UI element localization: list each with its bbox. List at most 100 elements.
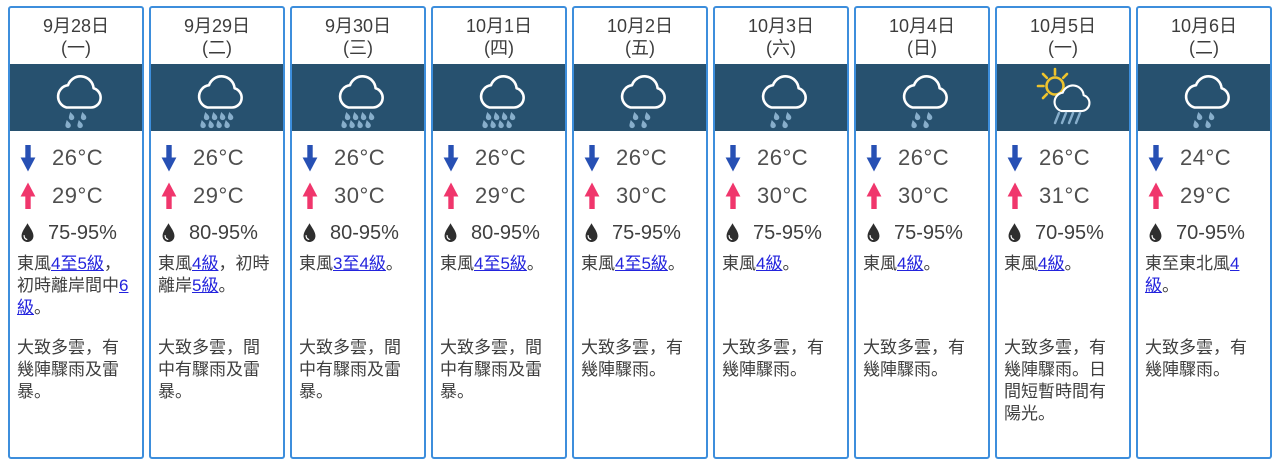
humidity-row: 75-95%	[18, 215, 136, 251]
wind-force-link[interactable]: 4級	[1145, 254, 1240, 295]
forecast-text: 大致多雲，有幾陣驟雨。	[863, 338, 965, 379]
down-arrow-icon	[20, 145, 36, 172]
max-temp-row: 29°C	[159, 177, 277, 215]
forecast-text: 大致多雲，有幾陣驟雨及雷暴。	[17, 338, 119, 401]
wind-force-link[interactable]: 4級	[756, 254, 783, 273]
weekday-text: (二)	[202, 38, 232, 58]
wind-force-link[interactable]: 4至5級	[615, 254, 668, 273]
up-arrow-icon	[302, 182, 318, 209]
weekday-text: (三)	[343, 38, 373, 58]
max-temp-row: 30°C	[300, 177, 418, 215]
min-temp-row: 26°C	[300, 139, 418, 177]
humidity-row: 70-95%	[1005, 215, 1123, 251]
wind-text-segment: 東風	[863, 254, 897, 273]
weather-icon-band	[715, 64, 847, 131]
date-text: 10月3日	[747, 16, 815, 36]
wind-description: 東風3至4級。	[299, 253, 417, 337]
wind-force-link[interactable]: 6級	[17, 276, 129, 317]
water-drop-icon	[162, 222, 175, 242]
wind-text-segment: 東風	[722, 254, 756, 273]
humidity-row: 75-95%	[723, 215, 841, 251]
min-temp-value: 26°C	[334, 145, 386, 170]
weekday-text: (一)	[61, 38, 91, 58]
forecast-date: 9月29日 (二)	[151, 8, 283, 64]
max-temp-value: 30°C	[898, 183, 950, 208]
light-rain-icon	[620, 74, 666, 128]
wind-text-segment: 。	[34, 298, 51, 317]
wind-text-segment: 。	[526, 254, 544, 273]
min-temp-row: 26°C	[723, 139, 841, 177]
wind-text-segment: 東風	[299, 254, 333, 273]
wind-text-segment: 東風	[1004, 254, 1038, 273]
wind-text-segment: 東至東北風	[1145, 254, 1230, 273]
weather-icon-band	[574, 64, 706, 131]
weather-icon-band	[856, 64, 988, 131]
weekday-text: (一)	[1048, 38, 1078, 58]
humidity-row: 80-95%	[300, 215, 418, 251]
wind-force-link[interactable]: 4級	[1038, 254, 1065, 273]
wind-force-link[interactable]: 4至5級	[51, 254, 104, 273]
max-temp-value: 29°C	[52, 183, 104, 208]
wind-force-link[interactable]: 5級	[192, 276, 219, 295]
forecast-date: 10月3日 (六)	[715, 8, 847, 64]
wind-text-segment: 東風	[581, 254, 615, 273]
forecast-card: 10月3日 (六) 26°C 30°C 75-95% 東風4級。 大致多雲，有幾…	[713, 6, 849, 459]
humidity-value: 75-95%	[894, 221, 963, 244]
date-text: 9月29日	[183, 16, 251, 36]
heavy-rain-icon	[197, 74, 243, 128]
humidity-value: 75-95%	[48, 221, 117, 244]
forecast-text: 大致多雲，間中有驟雨及雷暴。	[299, 338, 401, 401]
humidity-value: 80-95%	[330, 221, 399, 244]
min-temp-value: 26°C	[898, 145, 950, 170]
wind-text-segment: 東風	[17, 254, 51, 273]
min-temp-row: 26°C	[1005, 139, 1123, 177]
max-temp-value: 29°C	[193, 183, 245, 208]
forecast-card: 10月5日 (一) 26°C 31°C 70-95% 東風4級。 大致多雲，有幾…	[995, 6, 1131, 459]
down-arrow-icon	[161, 145, 177, 172]
wind-force-link[interactable]: 4級	[192, 254, 219, 273]
forecast-text: 大致多雲，有幾陣驟雨。	[722, 338, 824, 379]
wind-text-segment: 。	[667, 254, 685, 273]
min-temp-row: 26°C	[582, 139, 700, 177]
weekday-text: (二)	[1189, 38, 1219, 58]
wind-text-segment: 東風	[158, 254, 192, 273]
forecast-card: 10月2日 (五) 26°C 30°C 75-95% 東風4至5級。 大致多雲，…	[572, 6, 708, 459]
max-temp-value: 30°C	[616, 183, 668, 208]
wind-force-link[interactable]: 4至5級	[474, 254, 527, 273]
water-drop-icon	[867, 222, 880, 242]
light-rain-icon	[1184, 74, 1230, 128]
up-arrow-icon	[1007, 182, 1023, 209]
weekday-text: (日)	[907, 38, 937, 58]
forecast-card: 9月29日 (二) 26°C 29°C 80-95% 東風4級，初時離岸5級。 …	[149, 6, 285, 459]
wind-text-segment: 。	[782, 254, 800, 273]
date-text: 9月30日	[324, 16, 392, 36]
weather-icon-band	[292, 64, 424, 131]
min-temp-row: 26°C	[441, 139, 559, 177]
up-arrow-icon	[1148, 182, 1164, 209]
forecast-card: 9月30日 (三) 26°C 30°C 80-95% 東風3至4級。 大致多雲，…	[290, 6, 426, 459]
wind-force-link[interactable]: 3至4級	[333, 254, 386, 273]
max-temp-row: 31°C	[1005, 177, 1123, 215]
water-drop-icon	[1008, 222, 1021, 242]
forecast-date: 10月1日 (四)	[433, 8, 565, 64]
wind-force-link[interactable]: 4級	[897, 254, 924, 273]
humidity-row: 75-95%	[864, 215, 982, 251]
max-temp-row: 30°C	[582, 177, 700, 215]
wind-text-segment: ，初時離岸間中	[17, 254, 121, 295]
forecast-card: 9月28日 (一) 26°C 29°C 75-95% 東風4至5級，初時離岸間中…	[8, 6, 144, 459]
temperature-humidity-rows: 26°C 30°C 80-95%	[292, 131, 424, 251]
weekday-text: (四)	[484, 38, 514, 58]
humidity-row: 75-95%	[582, 215, 700, 251]
forecast-card: 10月4日 (日) 26°C 30°C 75-95% 東風4級。 大致多雲，有幾…	[854, 6, 990, 459]
light-rain-icon	[56, 74, 102, 128]
up-arrow-icon	[20, 182, 36, 209]
wind-text-segment: ，初時離岸	[158, 254, 270, 295]
humidity-value: 75-95%	[753, 221, 822, 244]
humidity-row: 80-95%	[441, 215, 559, 251]
temperature-humidity-rows: 26°C 29°C 75-95%	[10, 131, 142, 251]
humidity-value: 80-95%	[471, 221, 540, 244]
down-arrow-icon	[1007, 145, 1023, 172]
wind-description: 東風4級，初時離岸5級。	[158, 253, 276, 337]
heavy-rain-icon	[479, 74, 525, 128]
